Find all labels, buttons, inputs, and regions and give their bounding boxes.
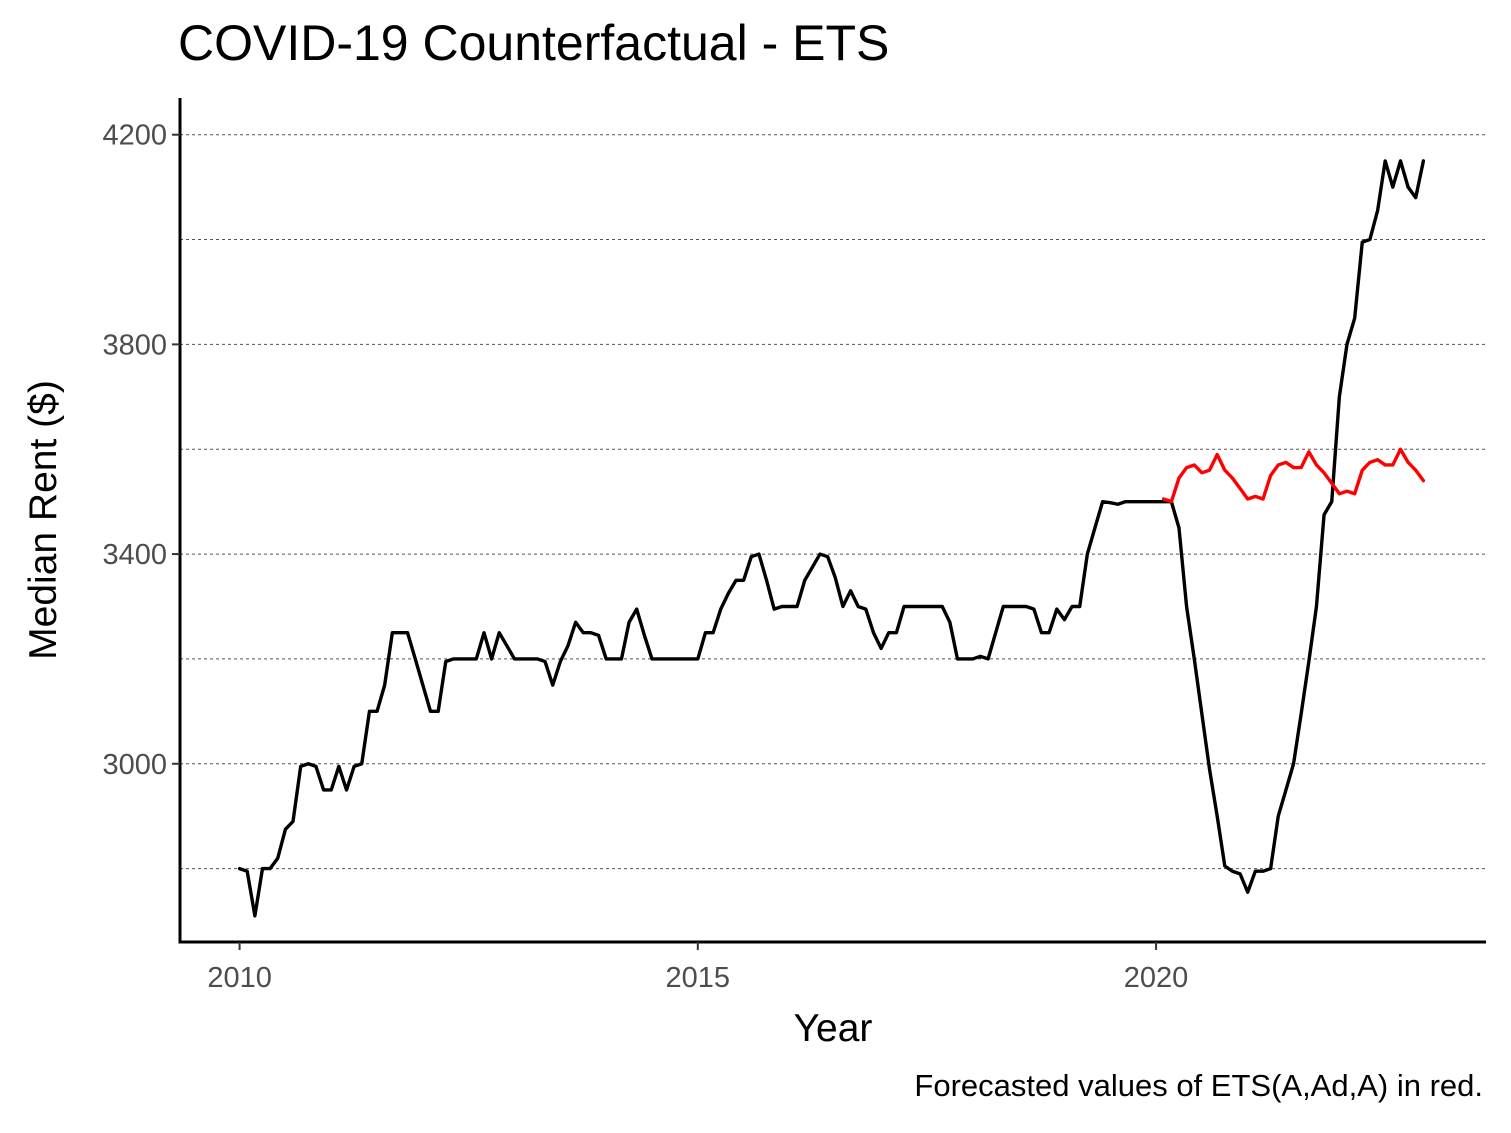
y-tick-label-4200: 4200 [102,120,167,152]
series-lines [237,159,1426,918]
series-line-actual [237,159,1426,918]
axes: 3000 3400 3800 4200 2010 2015 2020 [102,98,1486,994]
chart-caption: Forecasted values of ETS(A,Ad,A) in red. [914,1068,1483,1103]
x-tick-label-2015: 2015 [666,962,731,994]
y-axis-title: Median Rent ($) [22,380,65,660]
series-line-forecast [1161,447,1426,504]
x-tick-label-2020: 2020 [1124,962,1189,994]
y-tick-label-3800: 3800 [102,329,167,361]
x-tick-label-2010: 2010 [207,962,272,994]
y-tick-label-3400: 3400 [102,539,167,571]
gridlines [180,134,1486,870]
x-axis-title: Year [794,1007,873,1050]
y-tick-label-3000: 3000 [102,749,167,781]
chart-title: COVID-19 Counterfactual - ETS [178,15,890,71]
